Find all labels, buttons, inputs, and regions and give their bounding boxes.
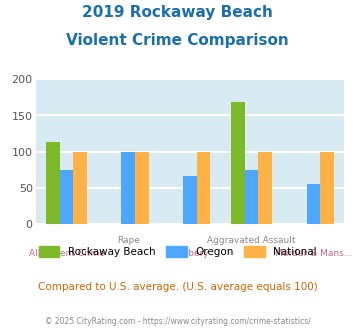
- Bar: [121, 152, 135, 224]
- Text: © 2025 CityRating.com - https://www.cityrating.com/crime-statistics/: © 2025 CityRating.com - https://www.city…: [45, 317, 310, 326]
- Legend: Rockaway Beach, Oregon, National: Rockaway Beach, Oregon, National: [39, 246, 316, 257]
- Bar: [73, 152, 87, 224]
- Text: Violent Crime Comparison: Violent Crime Comparison: [66, 33, 289, 48]
- Bar: [60, 170, 73, 224]
- Bar: [183, 176, 197, 224]
- Bar: [245, 170, 258, 224]
- Text: 2019 Rockaway Beach: 2019 Rockaway Beach: [82, 5, 273, 20]
- Bar: [197, 152, 210, 224]
- Bar: [231, 102, 245, 224]
- Text: Aggravated Assault: Aggravated Assault: [207, 236, 296, 245]
- Bar: [307, 184, 320, 224]
- Bar: [258, 152, 272, 224]
- Text: Compared to U.S. average. (U.S. average equals 100): Compared to U.S. average. (U.S. average …: [38, 282, 317, 292]
- Text: Robbery: Robbery: [171, 249, 209, 258]
- Bar: [320, 152, 334, 224]
- Text: Murder & Mans...: Murder & Mans...: [275, 249, 352, 258]
- Text: Rape: Rape: [117, 236, 140, 245]
- Bar: [135, 152, 148, 224]
- Bar: [46, 142, 60, 224]
- Text: All Violent Crime: All Violent Crime: [28, 249, 104, 258]
